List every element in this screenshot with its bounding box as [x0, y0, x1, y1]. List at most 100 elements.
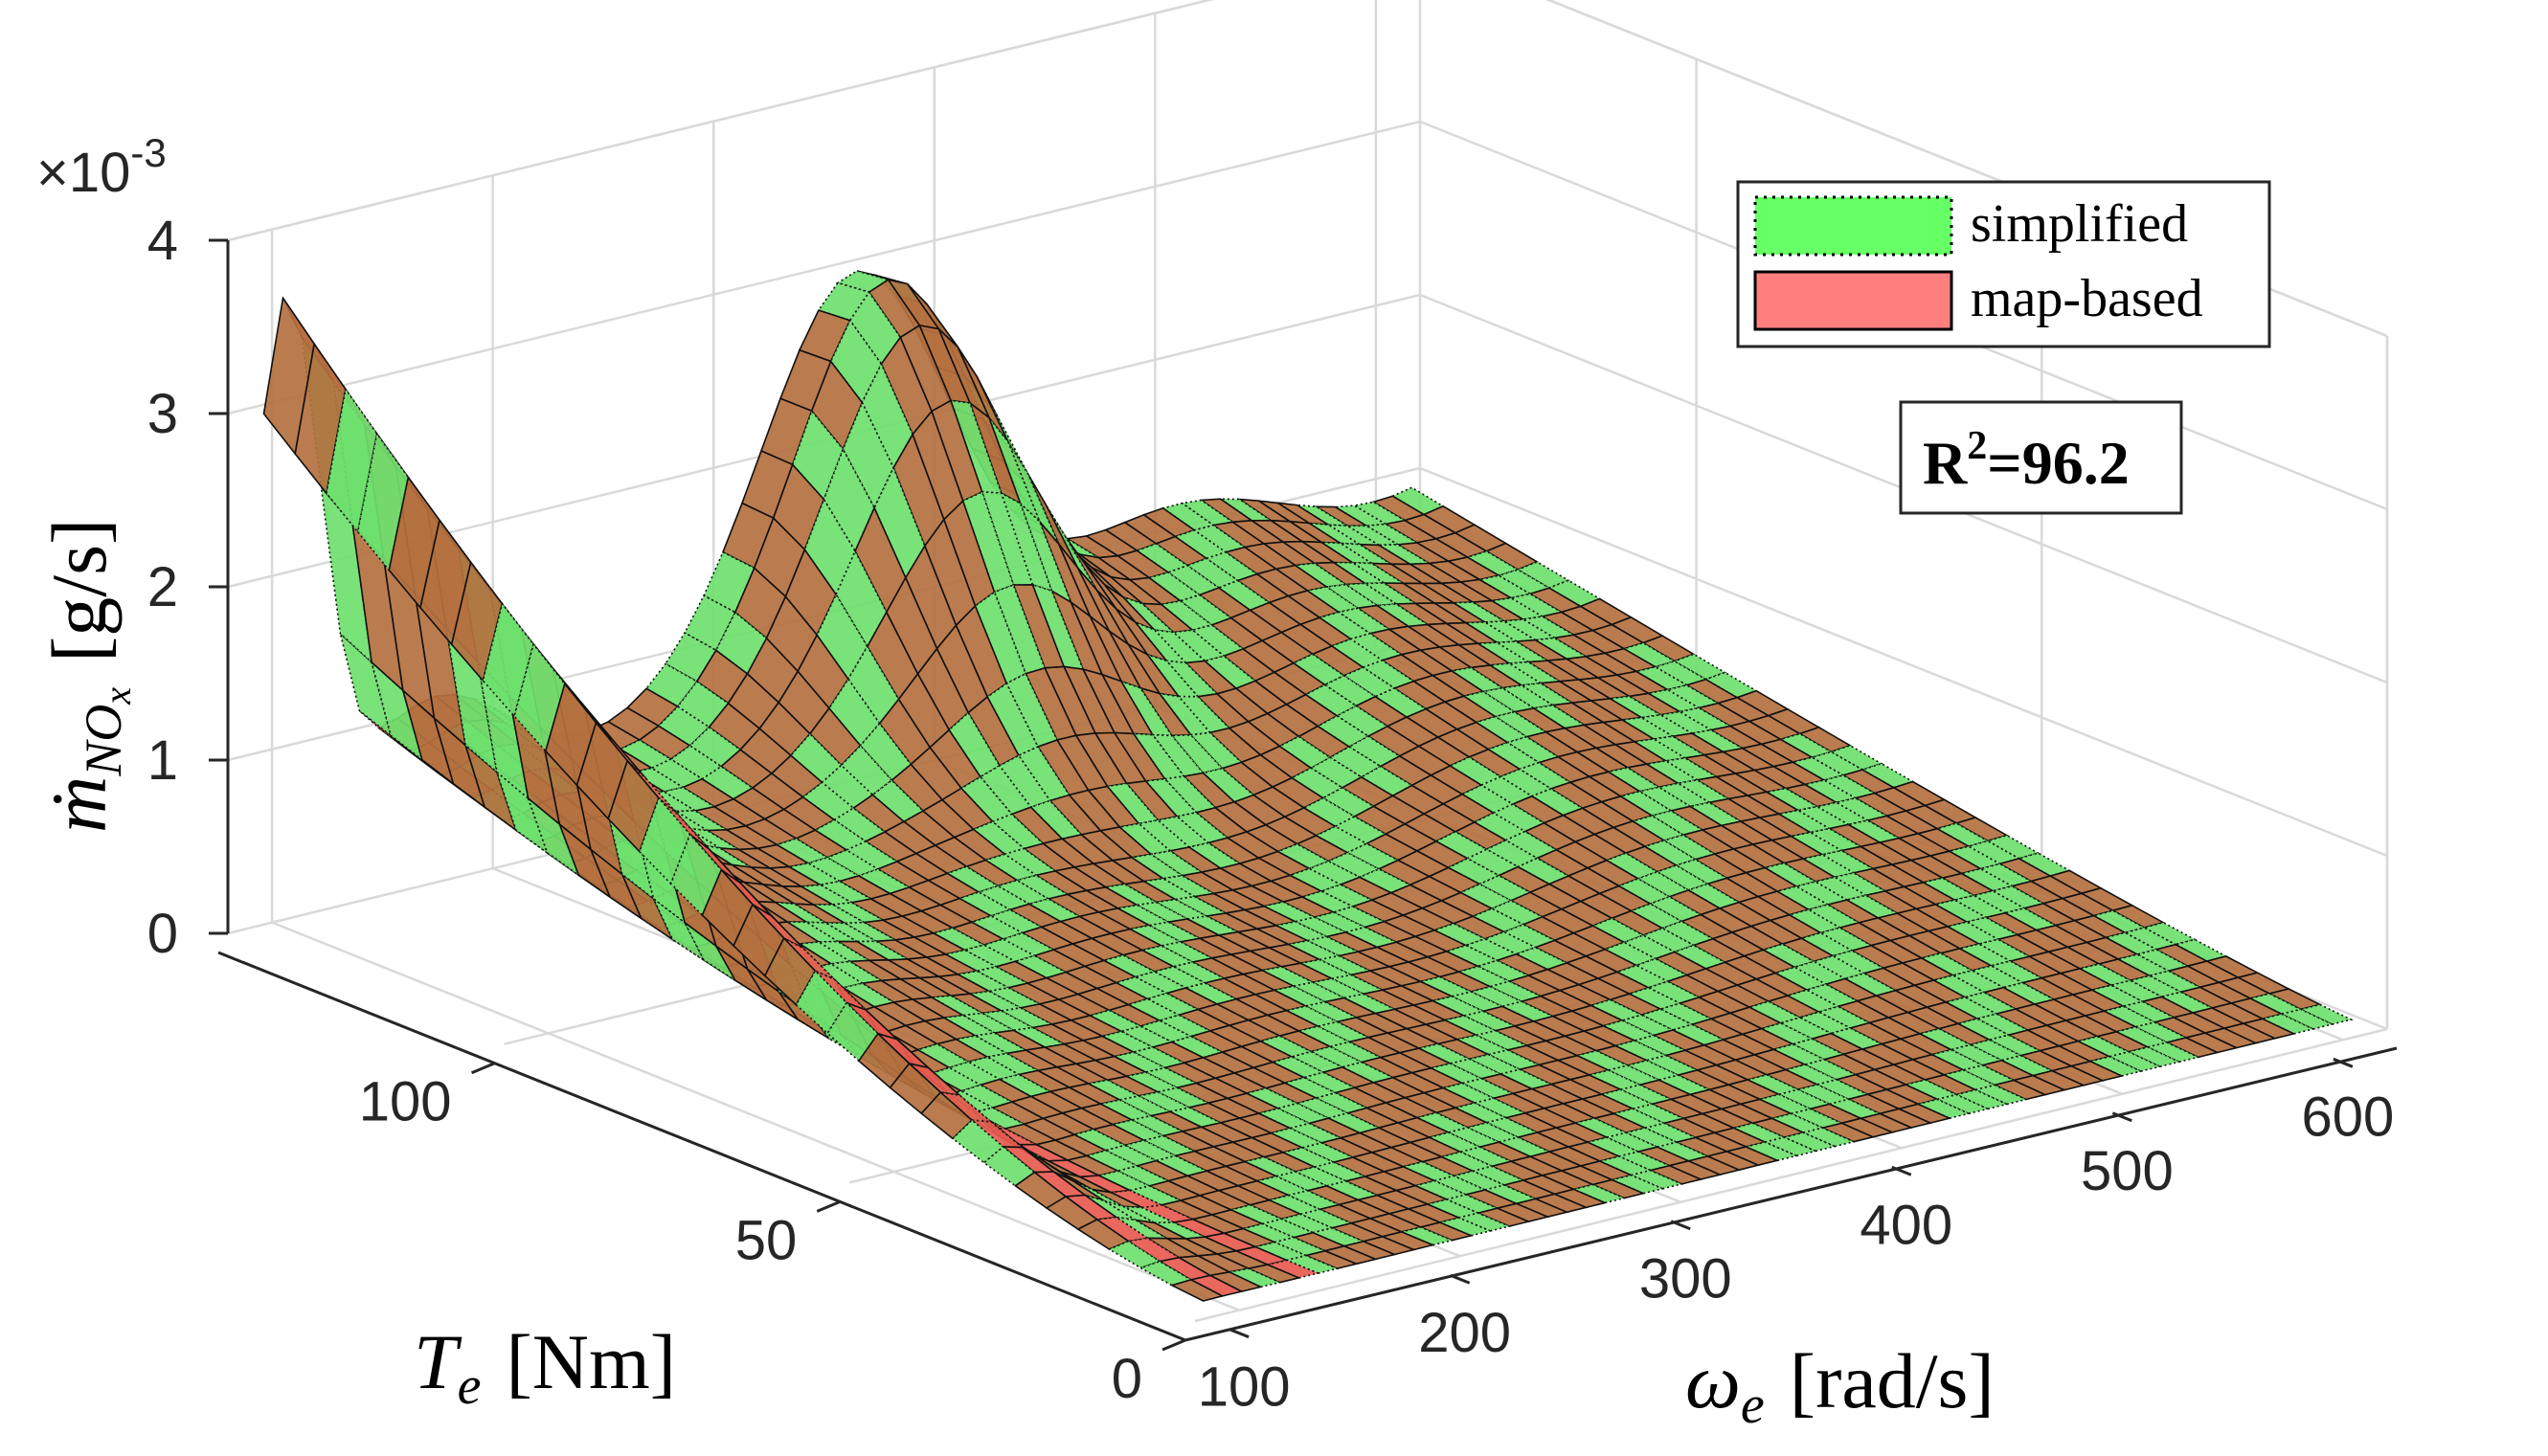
x-tick-label: 300	[1639, 1248, 1732, 1310]
r-squared-box	[1899, 400, 2183, 515]
surface-patch	[1473, 812, 1527, 841]
surface-patch	[1776, 1088, 1832, 1110]
surface-patch	[1301, 1071, 1357, 1094]
surface-patch	[1439, 1151, 1495, 1173]
surface-patch	[1252, 1241, 1309, 1262]
legend-swatch-simplified	[1753, 195, 1953, 257]
surface-patch	[1116, 1095, 1173, 1117]
surface-patch	[1162, 775, 1217, 814]
surface-patch	[2247, 993, 2304, 1016]
surface-patch	[1606, 1064, 1661, 1086]
surface-patch	[630, 767, 686, 793]
surface-patch	[1129, 853, 1184, 880]
surface-patch	[1136, 1090, 1192, 1113]
surface-patch	[1280, 1147, 1337, 1168]
surface-patch	[961, 490, 1015, 594]
surface-patch	[1672, 653, 1727, 681]
surface-patch	[1390, 486, 1445, 516]
y-tick-label: 50	[735, 1209, 798, 1271]
surface-patch	[859, 722, 913, 782]
surface-patch	[1468, 985, 1524, 1008]
surface-patch	[1110, 1119, 1166, 1142]
surface-patch	[1342, 993, 1397, 1015]
surface-patch	[1299, 1142, 1356, 1163]
surface-patch	[1593, 1044, 1650, 1066]
surface-patch	[1486, 1049, 1542, 1071]
surface-patch	[444, 625, 499, 774]
surface-patch	[1467, 1053, 1522, 1075]
legend-swatch-map-based	[1753, 270, 1953, 331]
z-tick-label: 1	[147, 729, 178, 792]
surface-patch	[1303, 1249, 1360, 1270]
surface-patch	[1449, 991, 1505, 1013]
surface-patch	[1242, 1155, 1298, 1177]
surface-patch	[1272, 1236, 1328, 1257]
surface-patch	[1476, 1207, 1531, 1227]
surface-patch	[1611, 1108, 1667, 1130]
surface-patch	[1131, 1046, 1186, 1069]
surface-patch	[1625, 1059, 1680, 1082]
surface-patch	[1618, 1084, 1674, 1106]
surface-patch	[1630, 1103, 1686, 1125]
surface-patch	[1484, 839, 1540, 868]
surface-patch	[1293, 562, 1348, 588]
surface-patch	[1116, 1165, 1171, 1187]
surface-patch	[1010, 1026, 1067, 1048]
surface-patch	[1308, 1045, 1364, 1068]
surface-patch	[1326, 1111, 1382, 1134]
y-tick	[1161, 1338, 1186, 1352]
surface-patch	[2132, 1021, 2189, 1043]
surface-patch	[806, 856, 861, 883]
surface-patch	[1342, 582, 1399, 607]
surface-patch	[1311, 644, 1365, 677]
x-tick	[1891, 1165, 1912, 1176]
surface-patch	[920, 1090, 974, 1140]
surface-patch	[1465, 848, 1521, 877]
surface-patch	[791, 409, 845, 502]
surface-patch	[1472, 1097, 1527, 1119]
surface-patch	[1632, 1034, 1688, 1057]
surface-patch	[2087, 1055, 2144, 1077]
surface-patch	[1240, 1222, 1297, 1243]
z-tick-label: 3	[147, 383, 178, 445]
surface-patch	[1973, 1084, 2029, 1106]
surface-patch	[2298, 1003, 2354, 1025]
grid-line-side-z	[1419, 466, 2388, 858]
surface-patch	[1292, 653, 1346, 686]
box-edge	[227, 0, 1214, 242]
surface-patch	[1482, 1184, 1539, 1205]
y-tick-label: 0	[1112, 1348, 1142, 1410]
surface-patch	[1317, 954, 1373, 976]
surface-patch	[1418, 975, 1474, 997]
surface-patch	[1477, 874, 1532, 902]
surface-patch	[1987, 1034, 2042, 1057]
surface-patch	[1284, 1254, 1341, 1274]
surface-patch	[1148, 850, 1204, 877]
surface-patch	[1781, 1131, 1838, 1153]
surface-patch	[1269, 1127, 1324, 1149]
surface-patch	[1999, 1054, 2055, 1077]
surface-patch	[1293, 916, 1348, 938]
surface-patch	[1465, 1121, 1521, 1143]
surface-patch	[1345, 842, 1400, 870]
surface-patch	[1333, 816, 1387, 845]
surface-patch	[476, 660, 530, 801]
surface-patch	[1186, 841, 1242, 869]
surface-patch	[996, 879, 1050, 906]
surface-patch	[1942, 1068, 1997, 1091]
surface-patch	[2113, 1025, 2170, 1048]
surface-patch	[1275, 1102, 1331, 1125]
surface-patch	[848, 290, 902, 366]
surface-patch	[1015, 874, 1070, 900]
surface-patch	[1164, 660, 1219, 698]
surface-patch	[1446, 1127, 1501, 1149]
surface-patch	[1623, 1127, 1680, 1149]
y-tick-label: 100	[359, 1071, 452, 1133]
surface-patch	[999, 1007, 1054, 1029]
surface-patch	[1145, 653, 1200, 698]
legend-label-simplified: simplified	[1971, 194, 2188, 254]
surface-patch	[1259, 966, 1316, 988]
x-tick	[1229, 1328, 1250, 1339]
r-squared-text: R2=96.2	[1923, 424, 2130, 497]
surface-patch	[1827, 1098, 1883, 1120]
